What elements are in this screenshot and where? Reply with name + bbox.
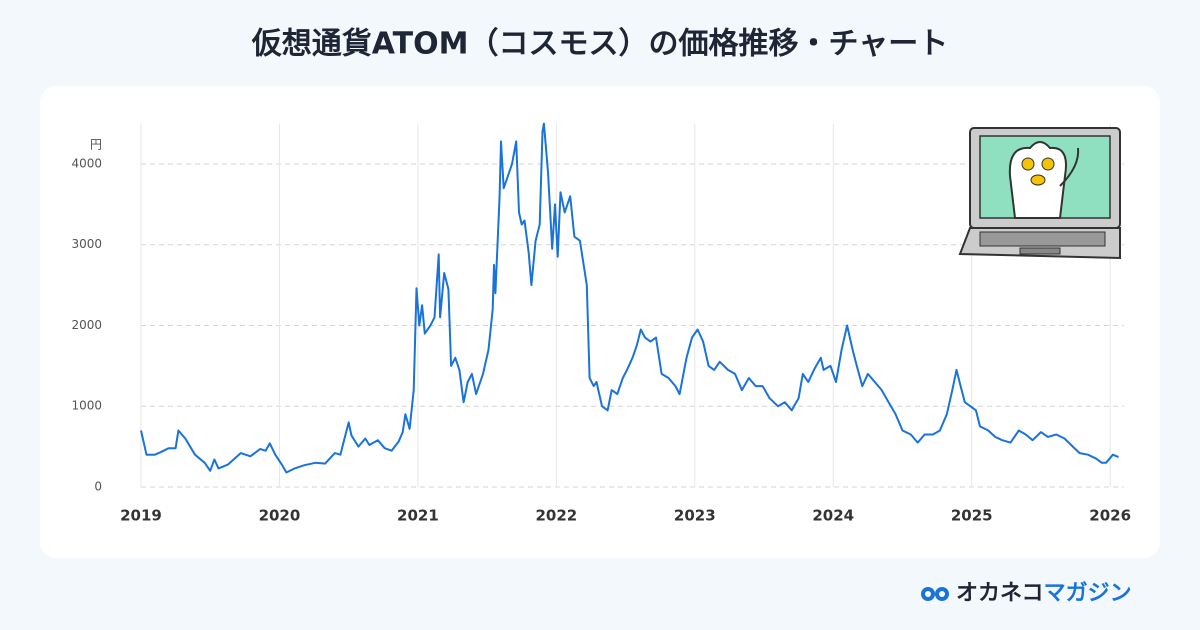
plot: 円 0 1000 2000 3000 4000 2019 2020 2021 2022 2023 20… [71, 122, 1131, 525]
x-tick-label: 2026 [1089, 507, 1131, 525]
brand-logo: オカネコマガジン [921, 581, 1132, 606]
y-unit: 円 [90, 138, 102, 152]
y-tick-label: 0 [94, 480, 102, 494]
cat-laptop-illustration [958, 127, 1121, 260]
price-line [140, 122, 1119, 474]
brand-suffix: マガジン [1044, 581, 1132, 606]
x-tick-label: 2021 [397, 507, 439, 525]
chart-title: 仮想通貨ATOM（コスモス）の価格推移・チャート [251, 27, 948, 62]
y-tick-label: 3000 [71, 237, 102, 251]
x-tick-label: 2024 [812, 507, 854, 525]
y-tick-label: 4000 [71, 156, 102, 170]
x-tick-label: 2022 [535, 507, 577, 525]
x-tick-label: 2025 [951, 507, 993, 525]
x-tick-label: 2020 [259, 507, 301, 525]
x-tick-label: 2019 [120, 507, 162, 525]
y-tick-label: 2000 [71, 318, 102, 332]
card [40, 86, 1160, 558]
x-tick-label: 2023 [674, 507, 716, 525]
brand-main: オカネコ [956, 581, 1044, 606]
brand-name: オカネコマガジン [956, 581, 1132, 606]
y-tick-label: 1000 [71, 399, 102, 413]
